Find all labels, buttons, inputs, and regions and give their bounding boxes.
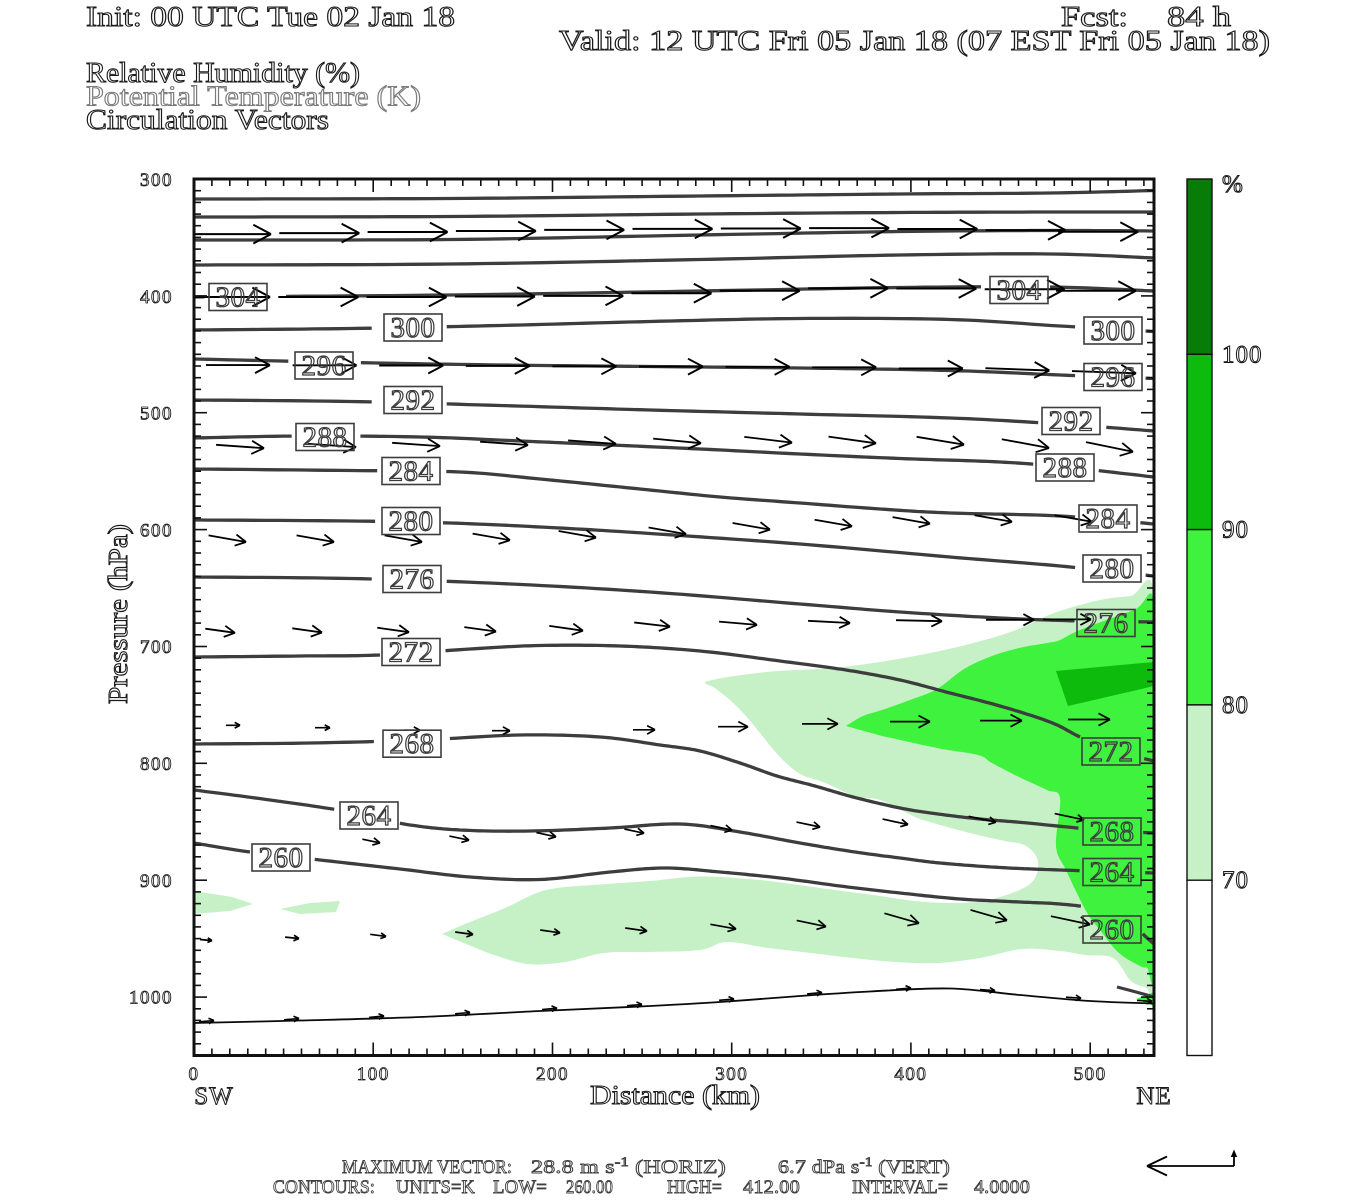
- svg-text:264: 264: [1090, 857, 1135, 889]
- svg-text:500: 500: [1074, 1064, 1107, 1085]
- svg-text:SW: SW: [194, 1083, 234, 1110]
- svg-text:MAXIMUM VECTOR:: MAXIMUM VECTOR:: [342, 1157, 512, 1178]
- svg-text:84 h: 84 h: [1167, 2, 1231, 33]
- svg-text:CONTOURS:: CONTOURS:: [273, 1177, 375, 1198]
- svg-text:UNITS=K: UNITS=K: [396, 1177, 475, 1198]
- svg-text:300: 300: [715, 1064, 748, 1085]
- svg-text:400: 400: [140, 287, 173, 308]
- svg-text:Potential Temperature (K): Potential Temperature (K): [86, 82, 421, 113]
- svg-text:412.00: 412.00: [743, 1177, 800, 1198]
- svg-text:300: 300: [391, 312, 436, 344]
- svg-text:Distance (km): Distance (km): [590, 1080, 760, 1110]
- svg-text:%: %: [1222, 171, 1243, 198]
- svg-text:268: 268: [1090, 816, 1135, 848]
- svg-text:304: 304: [216, 282, 261, 314]
- svg-text:700: 700: [140, 637, 173, 658]
- svg-text:NE: NE: [1136, 1083, 1171, 1110]
- svg-text:300: 300: [1091, 315, 1136, 347]
- svg-text:70: 70: [1222, 867, 1249, 894]
- svg-text:304: 304: [997, 275, 1042, 307]
- svg-text:268: 268: [390, 728, 435, 760]
- svg-text:260.00: 260.00: [566, 1177, 613, 1198]
- svg-text:288: 288: [1043, 452, 1088, 484]
- svg-text:284: 284: [1086, 503, 1131, 535]
- svg-text:280: 280: [1090, 553, 1135, 585]
- svg-text:276: 276: [1084, 608, 1129, 640]
- svg-text:800: 800: [140, 754, 173, 775]
- svg-text:292: 292: [391, 385, 436, 417]
- svg-text:200: 200: [536, 1064, 569, 1085]
- svg-text:LOW=: LOW=: [493, 1177, 547, 1198]
- svg-text:284: 284: [389, 456, 434, 488]
- svg-text:Init: 00 UTC Tue 02 Jan 18: Init: 00 UTC Tue 02 Jan 18: [86, 2, 455, 33]
- svg-text:HIGH=: HIGH=: [667, 1177, 722, 1198]
- svg-text:4.0000: 4.0000: [974, 1177, 1030, 1198]
- svg-text:100: 100: [1222, 341, 1263, 368]
- svg-text:Circulation Vectors: Circulation Vectors: [86, 105, 329, 136]
- svg-text:272: 272: [1089, 736, 1134, 768]
- svg-text:1000: 1000: [129, 988, 173, 1009]
- svg-text:260: 260: [1090, 914, 1135, 946]
- svg-text:400: 400: [894, 1064, 927, 1085]
- svg-text:Fcst:: Fcst:: [1061, 2, 1128, 33]
- svg-text:264: 264: [347, 800, 392, 832]
- svg-text:0: 0: [189, 1064, 200, 1085]
- svg-text:276: 276: [390, 564, 435, 596]
- svg-text:28.8 m s-1 (HORIZ): 28.8 m s -1 (HORIZ): [531, 1154, 726, 1178]
- svg-text:292: 292: [1049, 406, 1094, 438]
- svg-text:Relative Humidity (%): Relative Humidity (%): [86, 58, 360, 89]
- svg-text:500: 500: [140, 404, 173, 425]
- svg-text:600: 600: [140, 520, 173, 541]
- svg-text:296: 296: [302, 350, 347, 382]
- svg-text:900: 900: [140, 871, 173, 892]
- svg-text:280: 280: [389, 506, 434, 538]
- svg-text:80: 80: [1222, 692, 1249, 719]
- svg-text:INTERVAL=: INTERVAL=: [852, 1177, 948, 1198]
- svg-text:90: 90: [1222, 517, 1249, 544]
- svg-text:300: 300: [140, 170, 173, 191]
- svg-text:Pressure (hPa): Pressure (hPa): [103, 524, 133, 704]
- svg-text:100: 100: [357, 1064, 390, 1085]
- svg-text:272: 272: [389, 637, 434, 669]
- svg-text:Valid: 12 UTC Fri 05 Jan 18 (0: Valid: 12 UTC Fri 05 Jan 18 (07 EST Fri …: [559, 26, 1270, 57]
- svg-text:288: 288: [303, 422, 348, 454]
- svg-text:260: 260: [259, 842, 304, 874]
- svg-text:296: 296: [1091, 362, 1136, 394]
